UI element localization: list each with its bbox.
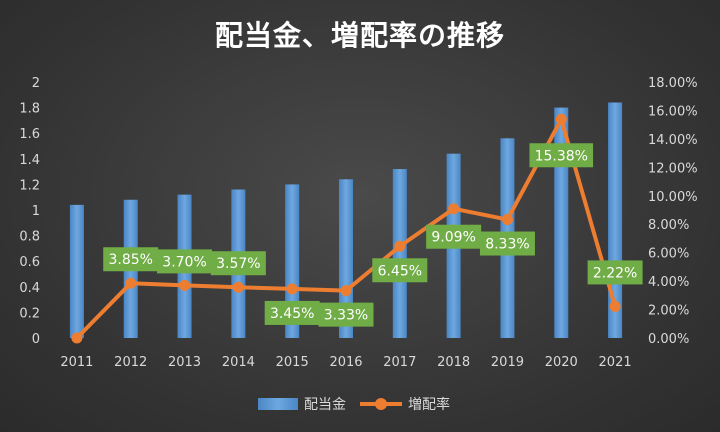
y-left-tick-label: 1.4 [19,153,40,168]
x-tick-label: 2015 [276,355,309,370]
data-label-bg [479,231,535,256]
data-label-bg [103,247,159,272]
x-tick-label: 2017 [383,355,416,370]
data-label-bg [264,300,320,325]
y-right-tick-label: 14.00% [648,133,698,148]
data-label: 3.70% [162,254,206,270]
data-label: 3.57% [216,256,260,272]
bar-2015 [285,184,300,338]
y-right-tick-label: 0.00% [648,332,689,347]
data-label: 3.85% [108,252,152,268]
bar-2016 [339,179,353,338]
y-right-tick-label: 12.00% [648,161,698,176]
data-label-bg [587,260,643,285]
y-right-tick-label: 16.00% [648,104,698,119]
y-left-tick-label: 1.8 [19,102,40,117]
data-label: 6.45% [378,263,422,279]
chart-title: 配当金、増配率の推移 [214,19,505,52]
y-right-tick-label: 18.00% [648,76,698,91]
data-label: 2.22% [593,265,637,281]
data-label: 9.09% [431,230,475,246]
data-label: 8.33% [485,237,529,253]
line-point-2019 [501,214,513,226]
x-tick-label: 2021 [599,355,632,370]
y-left-tick-label: 0.2 [19,306,40,321]
line-point-2012 [125,277,137,289]
x-tick-label: 2014 [222,355,255,370]
line-point-2016 [340,285,352,297]
data-label-bg [210,251,266,276]
x-tick-label: 2020 [545,355,578,370]
y-right-tick-label: 8.00% [648,218,689,233]
line-point-2015 [286,283,298,295]
line-point-2017 [394,240,406,252]
y-right-tick-label: 10.00% [648,190,698,205]
data-label-bg [426,224,482,249]
bar-2017 [392,169,407,338]
line-point-2020 [555,113,567,125]
y-left-tick-label: 2 [32,76,40,91]
line-point-2021 [609,300,621,312]
y-left-tick-label: 0.8 [19,230,40,245]
y-left-tick-label: 0 [32,332,40,347]
data-label: 15.38% [535,148,588,164]
line-point-2018 [448,203,460,215]
x-tick-label: 2019 [491,355,524,370]
x-tick-label: 2012 [114,355,147,370]
y-left-tick-label: 1 [32,204,40,219]
x-tick-label: 2011 [60,355,93,370]
legend-label-dividend: 配当金 [304,397,346,413]
legend-bar-swatch [258,398,298,410]
line-point-2013 [179,279,191,291]
data-label-bg [157,249,213,274]
line-point-2011 [71,332,83,344]
y-right-tick-label: 6.00% [648,247,689,262]
bar-2011 [69,204,84,338]
data-label: 3.45% [270,306,314,322]
x-tick-label: 2013 [168,355,201,370]
data-label-bg [372,258,428,283]
x-tick-label: 2018 [437,355,470,370]
y-right-tick-label: 4.00% [648,275,689,290]
y-left-tick-label: 0.6 [19,255,40,270]
y-left-tick-label: 0.4 [19,281,40,296]
y-left-tick-label: 1.6 [19,127,40,142]
y-right-tick-label: 2.00% [648,304,689,319]
legend-label-increase-rate: 増配率 [408,396,450,413]
line-point-2014 [232,281,244,293]
data-label: 3.33% [324,308,368,324]
x-tick-label: 2016 [329,355,362,370]
legend-line-marker [375,398,387,410]
y-left-tick-label: 1.2 [19,178,40,193]
data-label-bg [529,143,594,168]
data-label-bg [318,302,374,327]
